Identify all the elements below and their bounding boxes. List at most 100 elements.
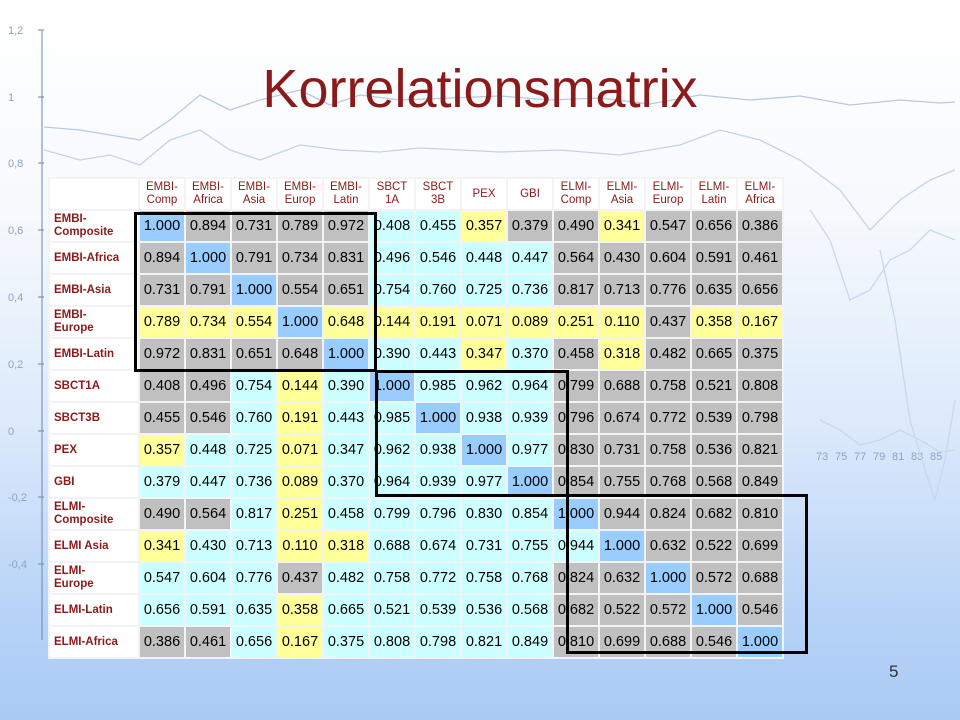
correlation-cell: 0.430 [600, 243, 644, 273]
correlation-cell: 0.648 [278, 339, 322, 369]
correlation-cell: 0.341 [600, 211, 644, 241]
correlation-cell: 0.758 [370, 563, 414, 593]
correlation-cell: 0.089 [508, 307, 552, 337]
correlation-cell: 0.408 [370, 211, 414, 241]
axis-tick-label: 77 [854, 451, 866, 463]
group-box-embi [134, 212, 377, 372]
correlation-cell: 0.894 [186, 211, 230, 241]
correlation-cell: 1.000 [324, 339, 368, 369]
correlation-cell: 0.682 [692, 499, 736, 529]
axis-tick-label: 81 [892, 451, 904, 463]
row-label: GBI [50, 467, 138, 497]
column-header: SBCT 1A [370, 179, 414, 209]
correlation-cell: 0.437 [646, 307, 690, 337]
correlation-cell: 0.656 [232, 627, 276, 657]
correlation-cell: 0.375 [738, 339, 782, 369]
table-row: EMBI-Asia 0.731 0.791 1.000 0.554 0.651 0.754 0… [50, 275, 782, 305]
correlation-cell: 0.817 [232, 499, 276, 529]
correlation-cell: 0.768 [646, 467, 690, 497]
correlation-cell: 0.546 [738, 595, 782, 625]
row-label: EMBI- Europe [50, 307, 138, 337]
axis-tick-label: 85 [930, 451, 942, 463]
row-label: EMBI-Latin [50, 339, 138, 369]
row-label: SBCT1A [50, 371, 138, 401]
row-label: PEX [50, 435, 138, 465]
correlation-cell: 0.831 [324, 243, 368, 273]
correlation-cell: 0.430 [186, 531, 230, 561]
correlation-cell: 0.758 [462, 563, 506, 593]
correlation-cell: 0.731 [462, 531, 506, 561]
correlation-cell: 0.443 [324, 403, 368, 433]
correlation-cell: 0.734 [278, 243, 322, 273]
correlation-cell: 0.572 [692, 563, 736, 593]
correlation-cell: 0.386 [140, 627, 184, 657]
correlation-cell: 0.496 [370, 243, 414, 273]
background-series-line [43, 129, 956, 231]
table-row: SBCT3B 0.455 0.546 0.760 0.191 0.443 0.985 1.00… [50, 403, 782, 433]
correlation-cell: 0.972 [140, 339, 184, 369]
correlation-cell: 0.568 [508, 595, 552, 625]
table-row: SBCT1A 0.408 0.496 0.754 0.144 0.390 1.000 0.98… [50, 371, 782, 401]
column-header: EMBI- Europ [278, 179, 322, 209]
correlation-cell: 0.760 [416, 275, 460, 305]
table-row: ELMI Asia 0.341 0.430 0.713 0.110 0.318 0.688 0… [50, 531, 782, 561]
correlation-cell: 0.734 [186, 307, 230, 337]
correlation-cell: 0.318 [324, 531, 368, 561]
correlation-cell: 0.572 [646, 595, 690, 625]
column-header: SBCT 3B [416, 179, 460, 209]
correlation-cell: 0.894 [140, 243, 184, 273]
correlation-cell: 0.789 [278, 211, 322, 241]
correlation-cell: 0.849 [508, 627, 552, 657]
group-box-elmi [566, 494, 808, 654]
correlation-cell: 1.000 [232, 275, 276, 305]
correlation-cell: 0.521 [370, 595, 414, 625]
background-series-line [819, 419, 956, 453]
axis-tick-label: 0 [8, 426, 14, 438]
correlation-cell: 0.448 [462, 243, 506, 273]
correlation-cell: 0.754 [232, 371, 276, 401]
slide-title: Korrelationsmatrix [262, 59, 698, 119]
correlation-cell: 0.536 [462, 595, 506, 625]
correlation-cell: 0.191 [416, 307, 460, 337]
table-row: ELMI- Europe 0.547 0.604 0.776 0.437 0.482 0.75… [50, 563, 782, 593]
correlation-cell: 0.546 [416, 243, 460, 273]
table-row: ELMI- Composite 0.490 0.564 0.817 0.251 0.458 0… [50, 499, 782, 529]
axis-tick-label: -0,2 [8, 492, 27, 504]
group-box-local [375, 370, 569, 497]
axis-tick-label: 1,2 [8, 25, 23, 37]
correlation-cell: 0.144 [370, 307, 414, 337]
correlation-cell: 0.831 [186, 339, 230, 369]
correlation-cell: 0.665 [692, 339, 736, 369]
correlation-cell: 0.688 [738, 563, 782, 593]
correlation-cell: 0.341 [140, 531, 184, 561]
correlation-cell: 0.755 [508, 531, 552, 561]
correlation-cell: 1.000 [646, 563, 690, 593]
correlation-cell: 0.760 [232, 403, 276, 433]
correlation-cell: 0.798 [738, 403, 782, 433]
correlation-cell: 0.938 [416, 435, 460, 465]
table-row: GBI 0.379 0.447 0.736 0.089 0.370 0.964 0.939 0.… [50, 467, 782, 497]
correlation-cell: 0.810 [738, 499, 782, 529]
correlation-cell: 1.000 [186, 243, 230, 273]
axis-tick-label: 75 [835, 451, 847, 463]
correlation-cell: 0.461 [186, 627, 230, 657]
correlation-cell: 0.651 [324, 275, 368, 305]
axis-tick-label: 0,8 [8, 158, 23, 170]
correlation-cell: 0.731 [140, 275, 184, 305]
correlation-cell: 0.713 [232, 531, 276, 561]
correlation-cell: 0.854 [508, 499, 552, 529]
correlation-cell: 0.536 [692, 435, 736, 465]
correlation-cell: 0.849 [738, 467, 782, 497]
correlation-cell: 0.964 [508, 371, 552, 401]
correlation-cell: 0.539 [416, 595, 460, 625]
correlation-cell: 0.789 [140, 307, 184, 337]
correlation-cell: 0.522 [600, 595, 644, 625]
table-row: ELMI-Latin 0.656 0.591 0.635 0.358 0.665 0.521… [50, 595, 782, 625]
correlation-cell: 0.461 [738, 243, 782, 273]
correlation-cell: 0.357 [140, 435, 184, 465]
correlation-cell: 0.772 [416, 563, 460, 593]
column-header: ELMI- Asia [600, 179, 644, 209]
correlation-cell: 0.604 [186, 563, 230, 593]
correlation-cell: 0.251 [278, 499, 322, 529]
axis-tick-label: 73 [816, 451, 828, 463]
